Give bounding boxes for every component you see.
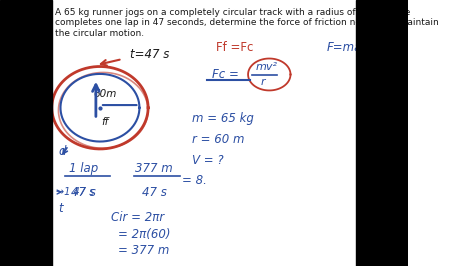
Text: t=47 s: t=47 s — [130, 48, 169, 61]
Text: V = ?: V = ? — [192, 155, 223, 167]
Text: t: t — [58, 202, 63, 215]
Text: 377 m: 377 m — [135, 163, 173, 175]
Text: d: d — [58, 145, 66, 158]
Text: Ff =Fc: Ff =Fc — [216, 41, 254, 54]
Text: 60m: 60m — [94, 89, 117, 99]
Text: r: r — [260, 77, 265, 87]
Text: →1 47 s: →1 47 s — [56, 187, 94, 197]
Text: = 8.: = 8. — [182, 174, 207, 187]
Text: Fc =: Fc = — [212, 68, 239, 81]
Bar — [0, 0, 52, 266]
Text: A 65 kg runner jogs on a completely circular track with a radius of 60 m.  If he: A 65 kg runner jogs on a completely circ… — [55, 8, 439, 38]
Text: = 2π(60): = 2π(60) — [118, 228, 170, 240]
Text: 47 s: 47 s — [71, 186, 95, 198]
Text: r = 60 m: r = 60 m — [192, 133, 244, 146]
Text: Cir = 2πr: Cir = 2πr — [111, 211, 164, 224]
Text: ff: ff — [101, 117, 109, 127]
Text: 1 lap: 1 lap — [69, 163, 99, 175]
Text: 47 s: 47 s — [142, 186, 166, 198]
Text: F=ma: F=ma — [327, 41, 362, 54]
Text: mv²: mv² — [256, 62, 278, 72]
Text: = 377 m: = 377 m — [118, 244, 169, 257]
Bar — [356, 0, 408, 266]
Text: m = 65 kg: m = 65 kg — [192, 112, 254, 125]
